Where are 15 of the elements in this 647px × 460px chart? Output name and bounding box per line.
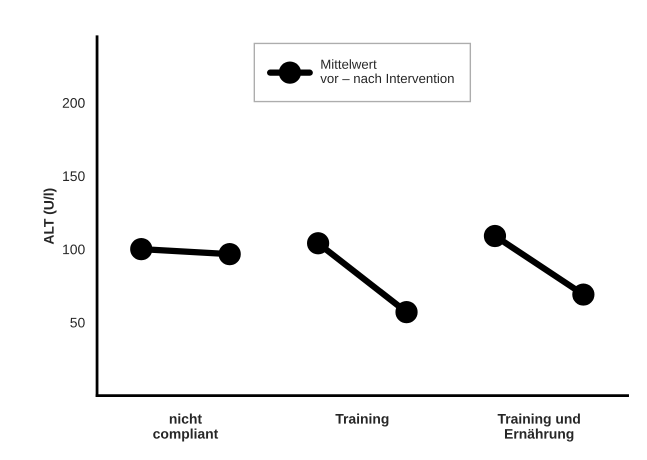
text: Training und Ernährung <box>498 414 580 442</box>
y-tick-label: 200 <box>62 98 85 108</box>
point <box>218 243 241 266</box>
legend-label: Mittelwert vor – nach Intervention <box>320 59 454 84</box>
y-axis-title: ALT (U/l) <box>44 188 57 244</box>
point <box>306 232 330 254</box>
y-tick-label: 50 <box>70 318 85 328</box>
text: nicht compliant <box>153 414 218 442</box>
point <box>484 224 506 248</box>
y-tick-label: 150 <box>63 171 85 182</box>
point <box>572 283 594 306</box>
point <box>130 238 152 260</box>
text: Training <box>335 414 388 427</box>
y-tick-label: 100 <box>63 244 85 254</box>
point <box>395 301 418 324</box>
